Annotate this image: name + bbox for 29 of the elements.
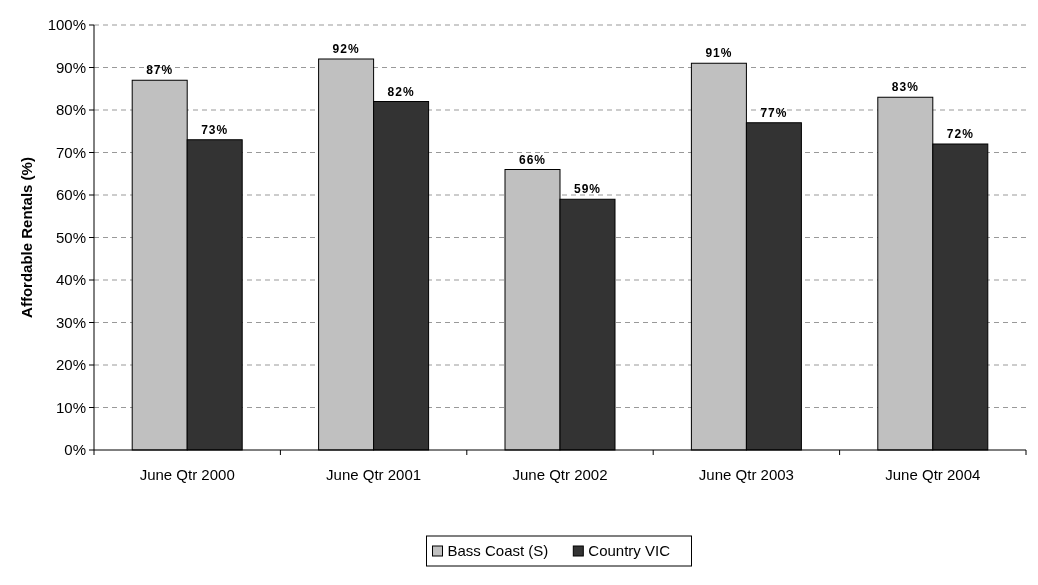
x-tick-label: June Qtr 2004 [885, 466, 981, 483]
y-tick-label: 70% [55, 143, 86, 161]
data-label: 82% [387, 84, 415, 99]
x-tick-label: June Qtr 2002 [512, 466, 608, 483]
y-tick-label: 60% [55, 186, 86, 204]
data-label: 83% [891, 80, 919, 95]
legend-label: Bass Coast (S) [447, 542, 549, 560]
data-label: 91% [705, 46, 733, 61]
data-label: 87% [146, 63, 174, 78]
y-tick-label: 0% [64, 441, 86, 459]
y-tick-label: 10% [55, 398, 86, 416]
data-label: 59% [573, 182, 602, 197]
legend-label: Country VIC [588, 542, 671, 560]
x-tick-label: June Qtr 2001 [326, 466, 422, 483]
data-label: 72% [946, 127, 974, 141]
y-tick-label: 20% [55, 356, 86, 374]
x-tick-label: June Qtr 2003 [698, 466, 794, 483]
y-tick-label: 50% [55, 228, 86, 246]
data-label: 92% [332, 42, 360, 56]
data-label: 77% [760, 105, 788, 120]
y-tick-label: 80% [55, 101, 86, 119]
y-axis-title: Affordable Rentals (%) [18, 157, 35, 318]
data-label: 73% [201, 122, 229, 137]
x-tick-label: June Qtr 2000 [139, 466, 235, 483]
y-tick-label: 30% [55, 313, 86, 331]
y-tick-label: 100% [47, 16, 86, 34]
data-label: 66% [518, 152, 547, 167]
y-tick-label: 90% [55, 58, 86, 76]
y-tick-label: 40% [55, 271, 86, 289]
